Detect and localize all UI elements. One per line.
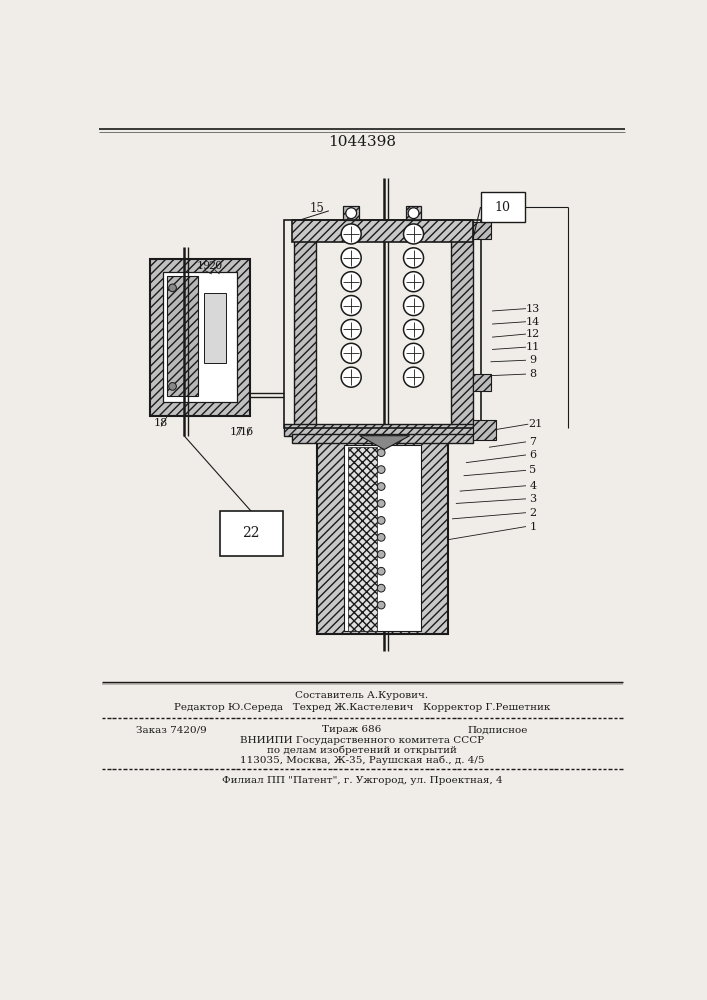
Text: 8: 8 bbox=[530, 369, 537, 379]
Circle shape bbox=[378, 567, 385, 575]
Text: ВНИИПИ Государственного комитета СССР: ВНИИПИ Государственного комитета СССР bbox=[240, 736, 484, 745]
Text: Филиал ПП "Патент", г. Ужгород, ул. Проектная, 4: Филиал ПП "Патент", г. Ужгород, ул. Прое… bbox=[221, 776, 502, 785]
Text: 21: 21 bbox=[528, 419, 542, 429]
Bar bbox=[344, 206, 359, 220]
Text: 13: 13 bbox=[526, 304, 540, 314]
Text: 2: 2 bbox=[530, 508, 537, 518]
Bar bbox=[481, 192, 525, 222]
Text: по делам изобретений и открытий: по делам изобретений и открытий bbox=[267, 746, 457, 755]
Text: 1044398: 1044398 bbox=[328, 135, 396, 149]
Bar bbox=[473, 374, 491, 391]
Circle shape bbox=[404, 343, 423, 363]
Circle shape bbox=[404, 248, 423, 268]
Circle shape bbox=[341, 367, 361, 387]
Circle shape bbox=[378, 483, 385, 490]
Circle shape bbox=[404, 367, 423, 387]
Bar bbox=[292, 220, 473, 242]
Text: 1: 1 bbox=[530, 522, 537, 532]
Text: 14: 14 bbox=[526, 317, 540, 327]
Circle shape bbox=[341, 272, 361, 292]
Bar bbox=[204, 293, 226, 363]
Text: 10: 10 bbox=[495, 201, 511, 214]
Text: 113035, Москва, Ж-35, Раушская наб., д. 4/5: 113035, Москва, Ж-35, Раушская наб., д. … bbox=[240, 756, 484, 765]
Circle shape bbox=[378, 601, 385, 609]
Text: 12: 12 bbox=[526, 329, 540, 339]
Text: 7: 7 bbox=[530, 437, 537, 447]
Circle shape bbox=[169, 383, 176, 390]
Text: 6: 6 bbox=[530, 450, 537, 460]
Text: 17: 17 bbox=[229, 427, 243, 437]
Text: 19: 19 bbox=[197, 261, 211, 271]
Bar bbox=[167, 276, 198, 396]
Bar bbox=[344, 445, 421, 631]
Text: 22: 22 bbox=[243, 526, 260, 540]
Polygon shape bbox=[360, 436, 409, 450]
Text: 18: 18 bbox=[154, 418, 168, 428]
Bar bbox=[284, 424, 481, 436]
Text: 20: 20 bbox=[208, 261, 222, 271]
Circle shape bbox=[378, 500, 385, 507]
Circle shape bbox=[341, 343, 361, 363]
Circle shape bbox=[378, 466, 385, 473]
Bar bbox=[473, 420, 496, 440]
Text: Подписное: Подписное bbox=[467, 725, 528, 734]
Circle shape bbox=[404, 296, 423, 316]
Bar bbox=[294, 220, 316, 428]
Bar bbox=[284, 220, 481, 428]
Circle shape bbox=[378, 584, 385, 592]
Circle shape bbox=[346, 208, 356, 219]
Circle shape bbox=[404, 224, 423, 244]
Circle shape bbox=[378, 533, 385, 541]
Text: 4: 4 bbox=[530, 481, 537, 491]
Circle shape bbox=[378, 449, 385, 456]
Bar bbox=[219, 511, 283, 556]
Circle shape bbox=[341, 296, 361, 316]
Circle shape bbox=[169, 284, 176, 292]
Bar bbox=[150, 259, 250, 416]
Text: Тираж 686: Тираж 686 bbox=[322, 725, 382, 734]
Text: 11: 11 bbox=[526, 342, 540, 352]
Bar bbox=[473, 222, 491, 239]
Circle shape bbox=[378, 517, 385, 524]
Circle shape bbox=[378, 550, 385, 558]
Text: Заказ 7420/9: Заказ 7420/9 bbox=[136, 725, 207, 734]
Text: 5: 5 bbox=[530, 465, 537, 475]
Bar bbox=[451, 220, 473, 428]
Circle shape bbox=[341, 224, 361, 244]
Circle shape bbox=[341, 319, 361, 339]
Bar bbox=[317, 442, 448, 634]
Circle shape bbox=[341, 248, 361, 268]
Text: 16: 16 bbox=[240, 427, 255, 437]
Text: 15: 15 bbox=[310, 202, 325, 215]
Circle shape bbox=[404, 272, 423, 292]
Text: 3: 3 bbox=[530, 494, 537, 504]
Text: Редактор Ю.Середа   Техред Ж.Кастелевич   Корректор Г.Решетник: Редактор Ю.Середа Техред Ж.Кастелевич Ко… bbox=[174, 703, 550, 712]
Text: Составитель А.Курович.: Составитель А.Курович. bbox=[296, 691, 428, 700]
Circle shape bbox=[408, 208, 419, 219]
Bar bbox=[163, 272, 238, 402]
Bar bbox=[348, 447, 378, 631]
Bar bbox=[406, 206, 421, 220]
Circle shape bbox=[404, 319, 423, 339]
Bar bbox=[292, 434, 473, 443]
Text: 9: 9 bbox=[530, 355, 537, 365]
